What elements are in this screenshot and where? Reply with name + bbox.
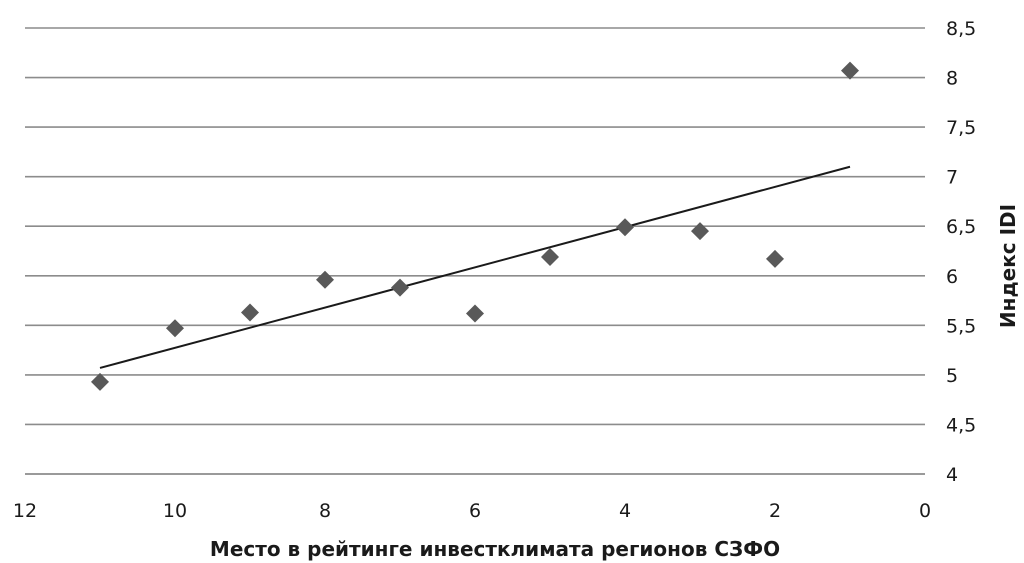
x-tick-label: 4	[619, 500, 631, 522]
y-tick-label: 5,5	[946, 315, 976, 337]
y-tick-label: 8,5	[946, 18, 976, 40]
y-axis-title: Индекс IDI	[996, 204, 1020, 328]
x-tick-label: 10	[163, 500, 187, 522]
gridlines	[25, 27, 925, 475]
x-axis-title: Место в рейтинге инвестклимата регионов …	[210, 537, 780, 561]
x-tick-label: 8	[319, 500, 331, 522]
y-tick-label: 7,5	[946, 117, 976, 139]
x-tick-label: 12	[13, 500, 37, 522]
y-tick-label: 5	[946, 365, 958, 387]
x-tick-label: 2	[769, 500, 781, 522]
data-point	[316, 270, 334, 289]
data-point	[466, 304, 484, 323]
data-point	[391, 278, 409, 297]
y-tick-label: 4,5	[946, 414, 976, 436]
x-tick-label: 0	[919, 500, 931, 522]
y-axis-tick-labels: 4 4,5 5 5,5 6 6,5 7 7,5 8 8,5	[946, 18, 976, 486]
y-tick-label: 7	[946, 167, 958, 189]
data-point	[841, 61, 859, 80]
data-point	[91, 372, 109, 391]
data-points	[91, 61, 859, 391]
y-tick-label: 8	[946, 68, 958, 90]
trendline	[99, 165, 851, 369]
data-point	[691, 222, 709, 241]
y-tick-label: 4	[946, 464, 958, 486]
y-tick-label: 6,5	[946, 216, 976, 238]
x-axis-tick-labels: 12 10 8 6 4 2 0	[13, 500, 931, 522]
data-point	[166, 319, 184, 338]
trendline-layer	[99, 165, 851, 369]
data-point	[541, 247, 559, 266]
data-point	[616, 218, 634, 237]
data-point	[766, 249, 784, 268]
data-point	[241, 303, 259, 322]
x-tick-label: 6	[469, 500, 481, 522]
y-tick-label: 6	[946, 266, 958, 288]
